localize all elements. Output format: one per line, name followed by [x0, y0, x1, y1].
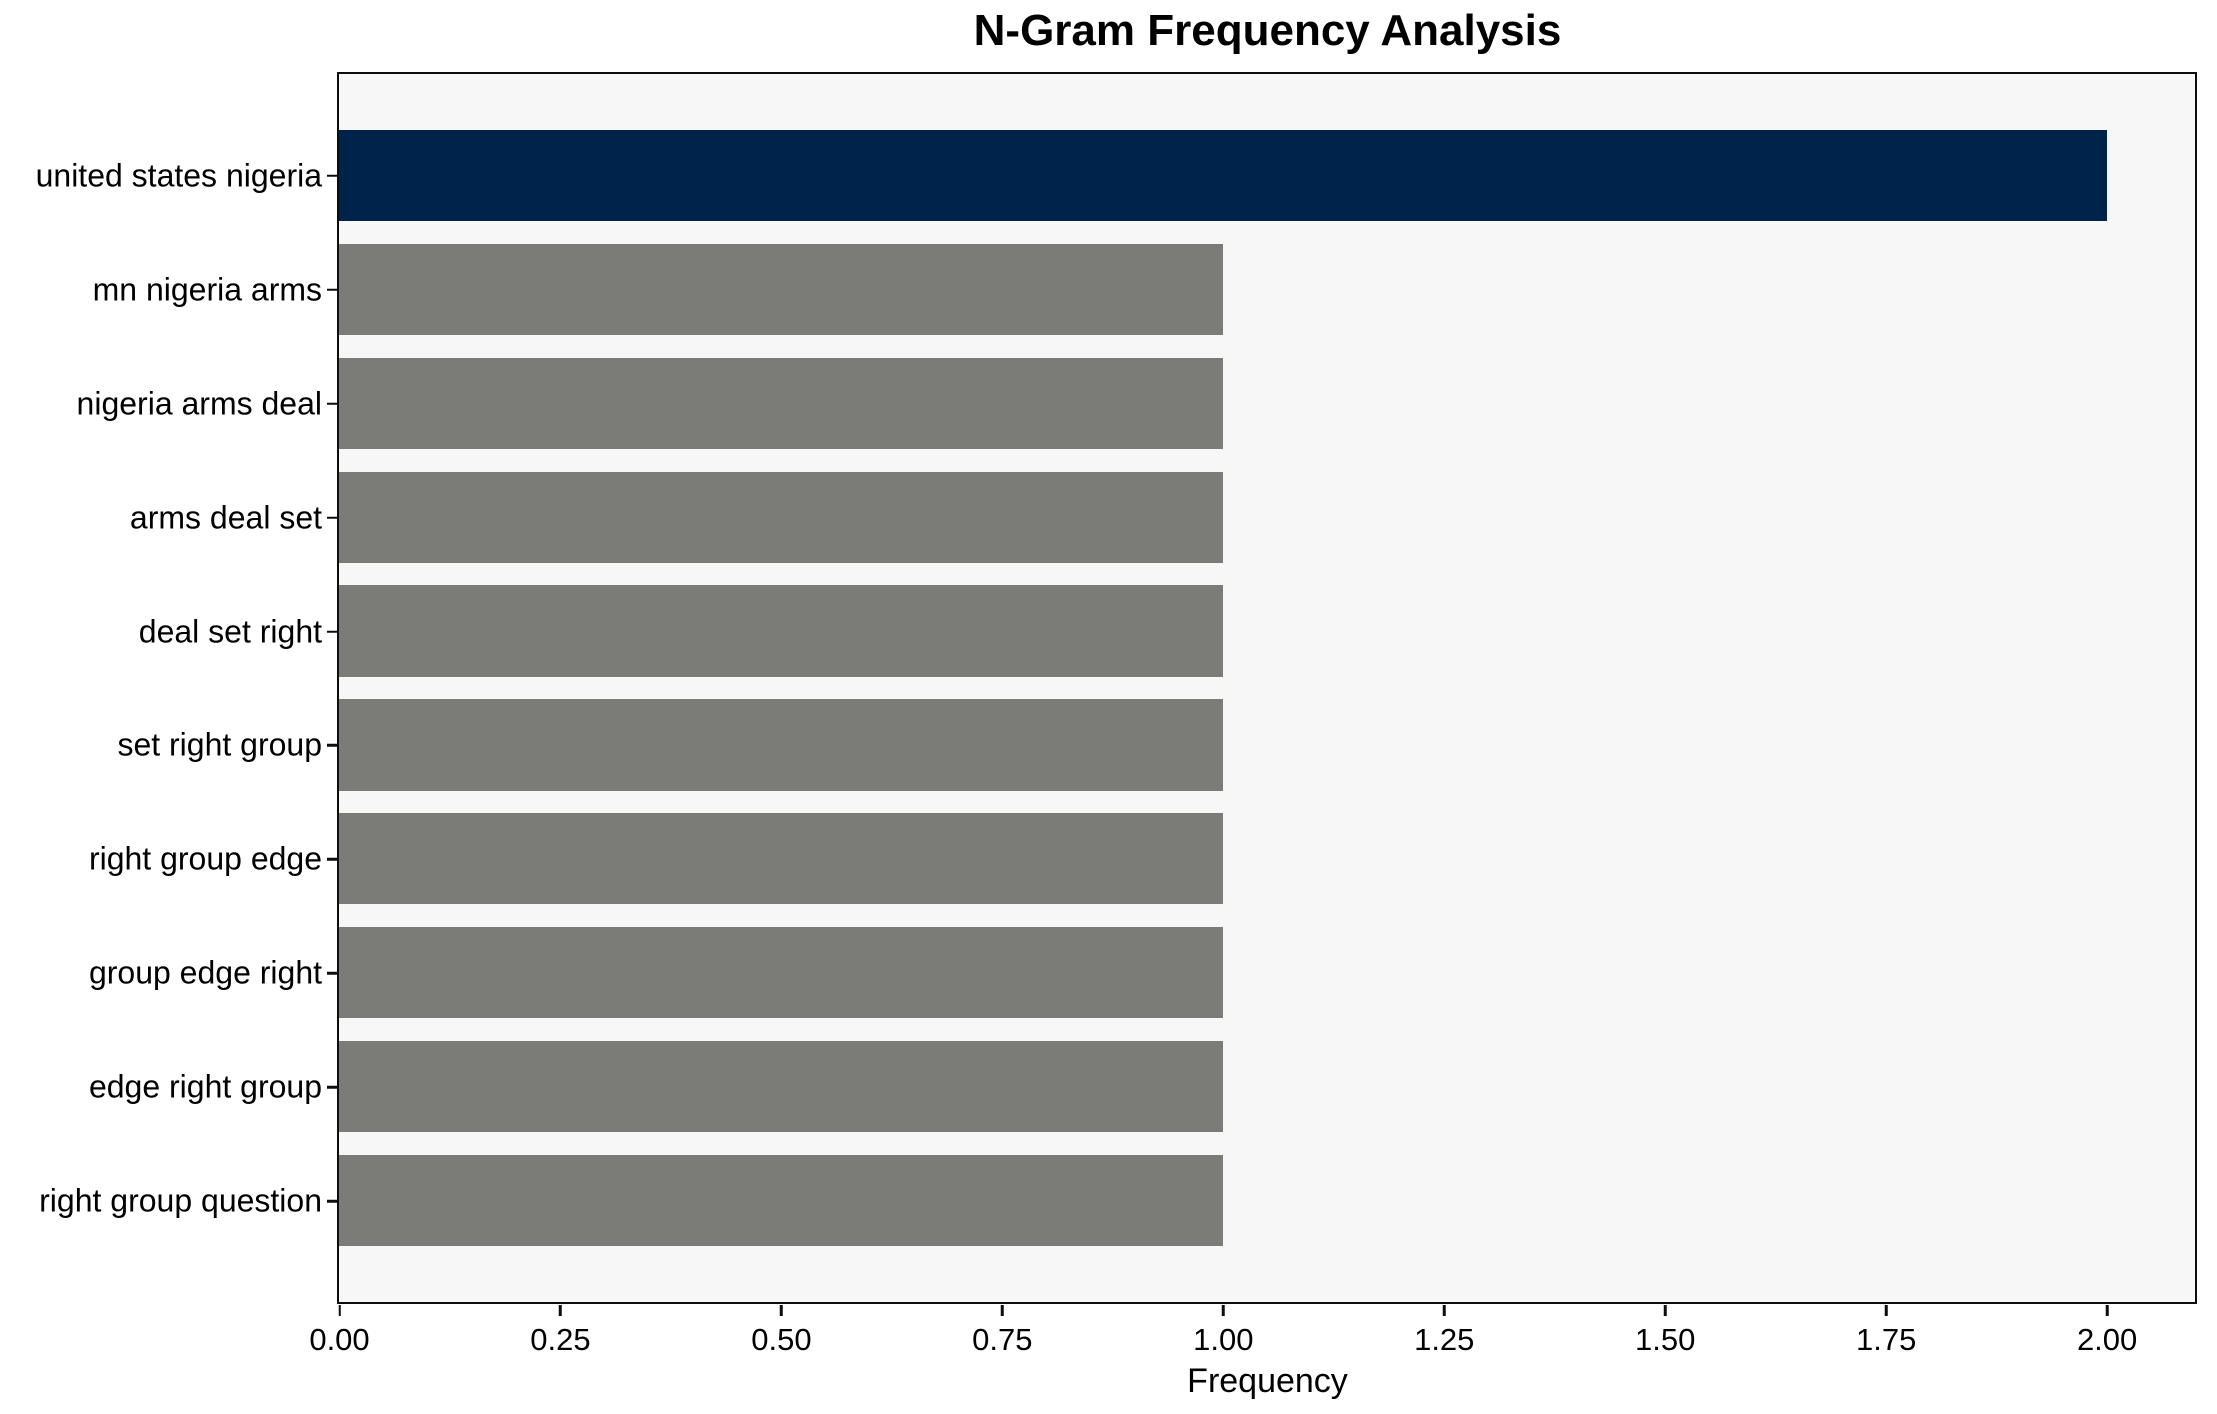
x-axis-label: Frequency [1187, 1362, 1348, 1400]
x-tick-label: 0.00 [309, 1322, 370, 1357]
bar-mn-nigeria-arms [339, 243, 1223, 335]
y-tick-mark [327, 972, 337, 975]
y-tick-mark [327, 402, 337, 405]
y-tick-mark [327, 1085, 337, 1089]
y-tick-mark [327, 630, 337, 633]
plot-area [337, 72, 2197, 1304]
x-tick-label: 1.00 [1193, 1322, 1254, 1357]
y-tick-label: right group question [39, 1182, 322, 1219]
y-tick-mark [327, 288, 337, 292]
y-tick-label: united states nigeria [35, 157, 322, 194]
y-tick-mark [327, 1199, 337, 1203]
y-tick-mark [327, 516, 337, 519]
x-tick-label: 1.50 [1635, 1322, 1696, 1357]
x-tick-mark [1663, 1305, 1667, 1316]
y-tick-mark [327, 858, 337, 861]
bar-group-edge-right [339, 927, 1223, 1019]
x-tick-mark [1443, 1305, 1446, 1316]
x-tick-mark [1222, 1305, 1225, 1316]
x-tick-mark [2105, 1305, 2109, 1316]
x-tick-label: 0.75 [972, 1322, 1033, 1357]
x-tick-mark [780, 1305, 783, 1316]
y-tick-label: mn nigeria arms [92, 271, 322, 308]
bar-arms-deal-set [339, 471, 1223, 563]
x-tick-label: 2.00 [2076, 1322, 2138, 1357]
x-tick-label: 1.25 [1414, 1322, 1475, 1357]
y-tick-label: arms deal set [129, 499, 322, 536]
y-tick-label: set right group [117, 726, 322, 763]
x-tick-label: 0.25 [530, 1322, 591, 1357]
y-tick-mark [327, 174, 337, 178]
bar-nigeria-arms-deal [339, 357, 1223, 449]
y-tick-mark [327, 744, 337, 747]
y-tick-label: nigeria arms deal [76, 385, 322, 422]
chart-title: N-Gram Frequency Analysis [973, 6, 1562, 55]
x-tick-label: 1.75 [1855, 1322, 1917, 1357]
bar-edge-right-group [339, 1041, 1223, 1133]
x-tick-mark [1001, 1305, 1004, 1316]
x-tick-label: 0.50 [751, 1322, 812, 1357]
y-tick-label: edge right group [88, 1068, 322, 1105]
bar-set-right-group [339, 699, 1223, 791]
x-tick-mark [1884, 1305, 1888, 1316]
y-tick-label: group edge right [88, 954, 322, 991]
bar-united-states-nigeria [339, 129, 2107, 221]
x-tick-mark [559, 1305, 562, 1316]
bar-right-group-question [339, 1155, 1223, 1247]
bar-deal-set-right [339, 585, 1223, 677]
y-tick-label: deal set right [138, 613, 322, 650]
x-tick-mark [338, 1305, 341, 1316]
bar-right-group-edge [339, 813, 1223, 905]
y-tick-label: right group edge [88, 840, 322, 877]
